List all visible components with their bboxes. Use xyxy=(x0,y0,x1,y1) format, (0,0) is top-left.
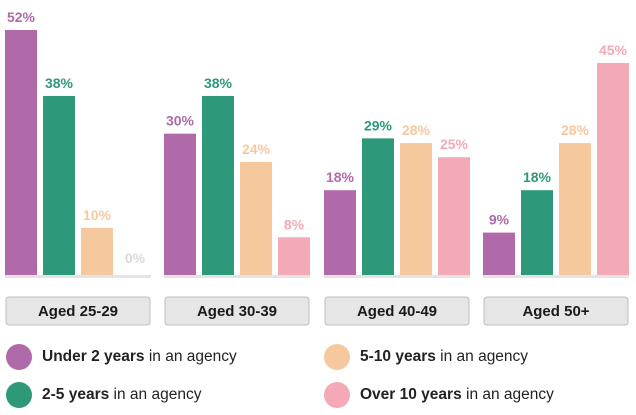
category-labels-layer: Aged 25-29 Aged 30-39 Aged 40-49 Aged 50+ xyxy=(5,296,629,326)
value-label-aged-50-under-2-years: 9% xyxy=(489,212,510,228)
category-box-aged-30-39 xyxy=(164,296,310,326)
value-label-aged-40-49-under-2-years: 18% xyxy=(326,169,355,185)
category-label-aged-40-49: Aged 40-49 xyxy=(357,303,437,320)
value-labels-layer: 52% 38% 10% 0% 30% 38% 24% 8% 18% 29% 28% 25% 9% 18% 2… xyxy=(7,9,628,266)
category-label-aged-50: Aged 50+ xyxy=(522,303,589,320)
value-label-aged-50-2-5-years: 18% xyxy=(523,169,552,185)
legend: Under 2 years in an agency 2-5 years in … xyxy=(0,336,636,415)
bar-aged-50-under-2-years xyxy=(483,232,515,275)
category-label-aged-30-39: Aged 30-39 xyxy=(197,303,277,320)
legend-swatch xyxy=(6,382,32,408)
legend-label: Over 10 years in an agency xyxy=(360,386,554,403)
bar-aged-50-over-10-years xyxy=(597,62,629,275)
bar-aged-50-5-10-years xyxy=(559,143,591,275)
value-label-aged-25-29-5-10-years: 10% xyxy=(83,207,112,223)
value-label-aged-50-over-10-years: 45% xyxy=(599,42,628,58)
baseline-aged-25-29 xyxy=(5,275,151,278)
bar-aged-25-29-under-2-years xyxy=(5,30,37,275)
bar-aged-40-49-under-2-years xyxy=(324,190,356,275)
category-box-aged-40-49 xyxy=(324,296,470,326)
legend-swatch xyxy=(324,382,350,408)
bar-aged-40-49-over-10-years xyxy=(438,157,470,275)
value-label-aged-40-49-5-10-years: 28% xyxy=(402,122,431,138)
category-box-aged-25-29 xyxy=(5,296,151,326)
bar-aged-25-29-2-5-years xyxy=(43,95,75,275)
value-label-aged-50-5-10-years: 28% xyxy=(561,122,590,138)
category-label-aged-25-29: Aged 25-29 xyxy=(38,303,118,320)
baseline-aged-40-49 xyxy=(324,275,470,278)
value-label-aged-40-49-2-5-years: 29% xyxy=(364,117,393,133)
value-label-aged-30-39-under-2-years: 30% xyxy=(166,113,195,129)
legend-item-5-10-years: 5-10 years in an agency xyxy=(324,342,528,372)
legend-label: 5-10 years in an agency xyxy=(360,348,529,365)
value-label-aged-30-39-5-10-years: 24% xyxy=(242,141,271,157)
value-label-aged-25-29-2-5-years: 38% xyxy=(45,75,74,91)
legend-item-over-10-years: Over 10 years in an agency xyxy=(324,380,554,410)
value-label-aged-25-29-over-10-years: 0% xyxy=(125,250,146,266)
bar-aged-30-39-over-10-years xyxy=(278,237,310,275)
baseline-aged-30-39 xyxy=(164,275,310,278)
baseline-layer xyxy=(5,275,629,278)
legend-swatch xyxy=(6,344,32,370)
legend-item-2-5-years: 2-5 years in an agency xyxy=(6,380,201,410)
bar-aged-30-39-2-5-years xyxy=(202,95,234,275)
value-label-aged-30-39-2-5-years: 38% xyxy=(204,75,233,91)
legend-label: Under 2 years in an agency xyxy=(42,348,237,365)
bar-aged-50-2-5-years xyxy=(521,190,553,275)
bar-chart: 52% 38% 10% 0% 30% 38% 24% 8% 18% 29% 28% 25% 9% 18% 2… xyxy=(5,9,629,326)
category-box-aged-50 xyxy=(483,296,629,326)
bar-aged-30-39-under-2-years xyxy=(164,133,196,275)
value-label-aged-30-39-over-10-years: 8% xyxy=(284,216,305,232)
value-label-aged-40-49-over-10-years: 25% xyxy=(440,136,469,152)
baseline-aged-50 xyxy=(483,275,629,278)
value-label-aged-25-29-under-2-years: 52% xyxy=(7,9,36,25)
bar-aged-40-49-5-10-years xyxy=(400,143,432,275)
legend-swatch xyxy=(324,344,350,370)
legend-item-under-2-years: Under 2 years in an agency xyxy=(6,342,237,372)
bar-aged-30-39-5-10-years xyxy=(240,161,272,275)
bar-aged-25-29-5-10-years xyxy=(81,227,113,275)
bars-layer xyxy=(5,30,629,275)
bar-aged-40-49-2-5-years xyxy=(362,138,394,275)
legend-label: 2-5 years in an agency xyxy=(42,386,202,403)
